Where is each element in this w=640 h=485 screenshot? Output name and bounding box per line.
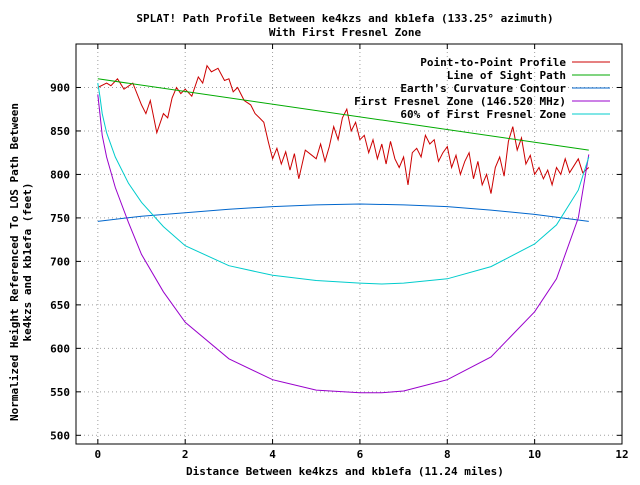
- y-tick-label: 800: [50, 168, 70, 181]
- series-line-1: [97, 78, 589, 151]
- series-layer: [97, 64, 590, 394]
- y-tick-label: 600: [50, 342, 70, 355]
- legend-label-1: Line of Sight Path: [447, 69, 566, 82]
- tick-layer: 0 2 4 6 8 10 12 500 550 600 650 700 750 800 850 900: [50, 44, 629, 461]
- legend-label-3: First Fresnel Zone (146.520 MHz): [354, 95, 566, 108]
- y-tick-label: 750: [50, 212, 70, 225]
- chart-subtitle: With First Fresnel Zone: [269, 26, 422, 39]
- chart-title: SPLAT! Path Profile Between ke4kzs and k…: [136, 12, 553, 25]
- y-tick-label: 500: [50, 429, 70, 442]
- y-tick-label: 700: [50, 255, 70, 268]
- x-tick-label: 6: [357, 448, 364, 461]
- series-line-2: [97, 203, 589, 222]
- plot-frame: [75, 43, 623, 445]
- x-axis-label: Distance Between ke4kzs and kb1efa (11.2…: [186, 465, 504, 478]
- y-tick-label: 850: [50, 125, 70, 138]
- y-tick-label: 650: [50, 299, 70, 312]
- series-line-0: [97, 64, 590, 194]
- y-tick-label: 900: [50, 81, 70, 94]
- y-tick-label: 550: [50, 386, 70, 399]
- x-tick-label: 4: [269, 448, 276, 461]
- x-tick-label: 0: [95, 448, 102, 461]
- series-line-4: [97, 83, 590, 285]
- legend-label-2: Earth's Curvature Contour: [400, 82, 566, 95]
- x-tick-label: 10: [528, 448, 541, 461]
- y-axis-label-line1: Normalized Height Referenced To LOS Path…: [8, 103, 21, 421]
- y-axis-label-line2: ke4kzs and kb1efa (feet): [21, 183, 34, 342]
- x-tick-label: 8: [444, 448, 451, 461]
- legend-label-4: 60% of First Fresnel Zone: [400, 108, 566, 121]
- legend-label-0: Point-to-Point Profile: [420, 56, 566, 69]
- x-tick-label: 2: [182, 448, 189, 461]
- x-tick-label: 12: [615, 448, 628, 461]
- series-line-3: [97, 94, 590, 394]
